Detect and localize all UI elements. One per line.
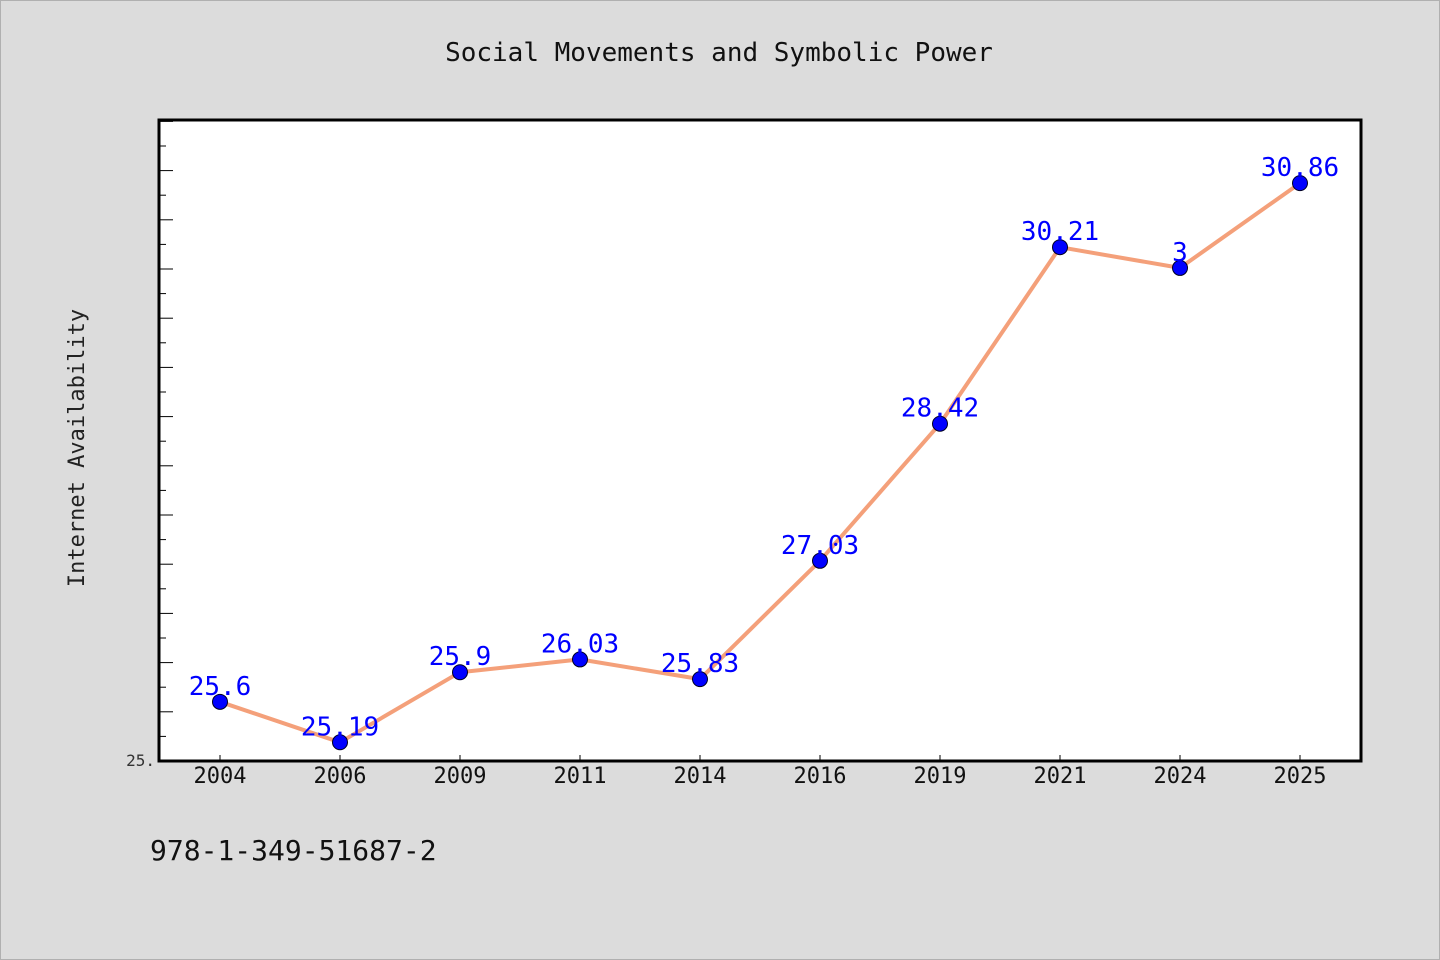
data-point (572, 651, 588, 668)
data-point (1172, 259, 1188, 276)
data-label: 25.83 (661, 649, 739, 679)
data-point (1052, 239, 1068, 256)
x-tick-label: 2025 (1274, 764, 1327, 789)
x-axis-ticks (219, 755, 1301, 761)
data-label: 26.03 (541, 629, 619, 659)
x-tick-label: 2024 (1154, 764, 1207, 789)
data-labels: 25.6 25.19 25.9 26.03 25.83 27.03 28.42 30.21 3 3… (189, 153, 1339, 742)
x-tick-label: 2021 (1034, 764, 1087, 789)
chart-title: Social Movements and Symbolic Power (445, 38, 993, 68)
data-label: 30.21 (1021, 217, 1099, 247)
x-tick-label: 2006 (314, 764, 367, 789)
plot-area (157, 118, 1363, 763)
data-label: 28.42 (901, 394, 979, 424)
data-label: 25.9 (429, 642, 492, 672)
y-tick-label: 25. (126, 751, 155, 770)
y-axis-label: Internet Availability (65, 309, 90, 587)
data-point (932, 415, 948, 432)
data-point (812, 552, 828, 569)
data-label: 25.19 (301, 712, 379, 742)
x-tick-label: 2019 (914, 764, 967, 789)
x-tick-label: 2004 (194, 764, 247, 789)
x-tick-label: 2014 (674, 764, 727, 789)
series-markers (212, 175, 1308, 751)
data-label: 25.6 (189, 672, 252, 702)
data-label: 30.86 (1261, 153, 1339, 183)
data-label: 3 (1172, 238, 1188, 268)
data-point (1292, 175, 1308, 192)
data-point (212, 693, 228, 710)
isbn-text: 978-1-349-51687-2 (150, 834, 437, 867)
x-tick-label: 2016 (794, 764, 847, 789)
data-point (692, 671, 708, 688)
series-line (218, 181, 1302, 745)
data-label: 27.03 (781, 531, 859, 561)
data-point (452, 664, 468, 681)
data-point (332, 734, 348, 751)
x-tick-label: 2011 (554, 764, 607, 789)
x-tick-labels: 2004 2006 2009 2011 2014 2016 2019 2021 2024 2025 (194, 764, 1327, 789)
x-tick-label: 2009 (434, 764, 487, 789)
y-axis-ticks (159, 120, 173, 762)
